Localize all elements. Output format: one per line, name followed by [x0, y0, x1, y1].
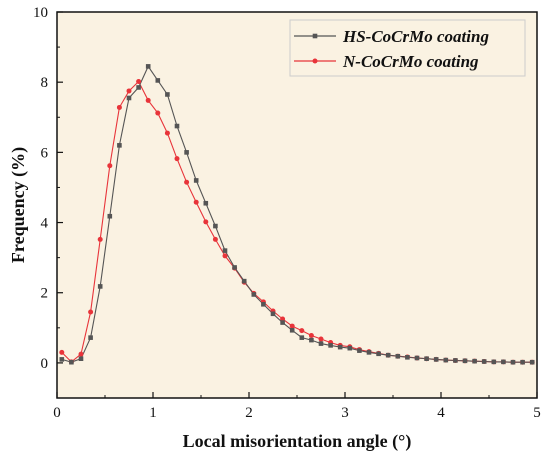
- data-point-hs: [376, 351, 381, 357]
- data-point-hs: [213, 223, 218, 229]
- data-point-hs: [117, 143, 122, 148]
- x-tick-label: 3: [341, 405, 349, 421]
- data-point-hs: [97, 284, 103, 289]
- data-point-hs: [501, 359, 506, 365]
- y-tick-label: 10: [33, 5, 48, 21]
- series-markers-layer: [59, 64, 535, 365]
- data-point-hs: [357, 348, 362, 353]
- x-tick-label: 4: [437, 405, 445, 421]
- plot-frame: [56, 11, 538, 399]
- y-tick-label: 8: [41, 75, 49, 91]
- data-point-n: [222, 253, 228, 259]
- data-point-hs: [299, 335, 305, 340]
- x-tick-label: 1: [149, 405, 157, 421]
- legend: HS-CoCrMo coating N-CoCrMo coating: [289, 19, 526, 77]
- data-point-hs: [318, 341, 324, 346]
- data-point-n: [136, 78, 142, 84]
- y-tick-label: 0: [41, 356, 49, 372]
- data-point-n: [318, 336, 324, 342]
- x-tick-label: 2: [245, 405, 253, 421]
- data-point-n: [107, 163, 113, 169]
- data-point-hs: [222, 248, 228, 253]
- data-point-n: [308, 333, 314, 339]
- data-point-n: [203, 219, 209, 225]
- x-tick-label: 0: [53, 405, 61, 421]
- data-point-hs: [165, 92, 170, 97]
- data-point-hs: [136, 85, 141, 90]
- data-point-hs: [280, 320, 285, 325]
- y-tick-label: 2: [41, 286, 49, 302]
- data-point-n: [145, 97, 151, 103]
- data-point-hs: [366, 350, 372, 355]
- data-point-hs: [261, 302, 266, 307]
- data-point-hs: [251, 292, 257, 297]
- data-point-n: [88, 309, 94, 315]
- data-point-hs: [155, 78, 161, 83]
- data-point-hs: [193, 178, 199, 183]
- data-point-n: [174, 156, 180, 162]
- data-point-hs: [414, 355, 420, 361]
- data-point-hs: [69, 359, 74, 365]
- data-point-hs: [453, 358, 458, 363]
- data-point-hs: [520, 359, 525, 365]
- data-point-hs: [472, 358, 477, 364]
- data-point-n: [78, 351, 84, 357]
- data-point-hs: [462, 358, 468, 364]
- data-point-n: [289, 323, 295, 329]
- legend-box: [289, 19, 526, 77]
- data-point-n: [116, 104, 122, 110]
- data-point-hs: [289, 327, 295, 333]
- data-point-n: [184, 179, 190, 185]
- y-tick-label: 4: [41, 216, 49, 232]
- data-point-hs: [491, 359, 497, 365]
- ticks-layer: 0 1 2 3 4 5 0 2 4 6 8 10: [33, 5, 541, 421]
- data-point-hs: [232, 265, 237, 270]
- data-point-hs: [529, 359, 535, 365]
- data-point-n: [193, 199, 199, 205]
- data-point-hs: [510, 359, 516, 365]
- y-axis-title: Frequency (%): [8, 147, 29, 263]
- data-point-hs: [433, 357, 439, 362]
- data-point-hs: [395, 353, 401, 359]
- data-point-hs: [337, 344, 343, 350]
- legend-marker: [312, 33, 318, 39]
- data-point-n: [299, 328, 305, 334]
- y-tick-label: 6: [41, 145, 49, 161]
- data-point-n: [155, 110, 161, 116]
- data-point-hs: [126, 95, 132, 101]
- data-point-hs: [107, 213, 113, 219]
- data-point-hs: [328, 343, 333, 348]
- data-point-n: [126, 88, 132, 94]
- data-point-hs: [88, 335, 93, 340]
- data-point-hs: [241, 278, 247, 284]
- data-point-hs: [59, 357, 65, 362]
- data-point-n: [212, 236, 218, 242]
- data-point-n: [97, 236, 103, 242]
- data-point-hs: [174, 123, 180, 129]
- x-axis-title: Local misorientation angle (°): [183, 431, 412, 452]
- data-point-hs: [405, 354, 410, 360]
- data-point-hs: [145, 64, 151, 69]
- data-point-hs: [184, 150, 189, 155]
- legend-label-hs: HS-CoCrMo coating: [342, 27, 489, 46]
- data-point-n: [59, 349, 65, 355]
- legend-label-n: N-CoCrMo coating: [342, 52, 479, 71]
- data-point-hs: [78, 356, 84, 361]
- x-tick-label: 5: [533, 405, 541, 421]
- data-point-hs: [270, 311, 276, 317]
- legend-marker-hs: [312, 33, 318, 39]
- data-point-n: [164, 130, 170, 136]
- data-point-hs: [309, 337, 314, 343]
- data-point-hs: [443, 357, 449, 363]
- data-point-hs: [347, 345, 353, 351]
- data-point-hs: [481, 359, 487, 364]
- data-point-hs: [203, 200, 209, 206]
- legend-marker-n: [312, 58, 318, 64]
- data-point-hs: [385, 352, 391, 358]
- legend-marker: [312, 58, 318, 64]
- data-point-hs: [424, 356, 429, 361]
